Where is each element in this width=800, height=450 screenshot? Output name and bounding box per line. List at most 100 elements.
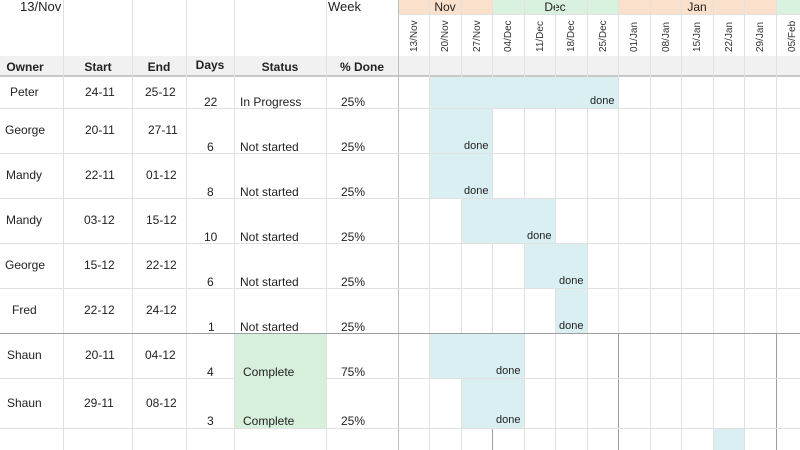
week-header-11[interactable]: 29/Jan: [744, 14, 776, 56]
month-band-jan[interactable]: Jan: [618, 0, 776, 14]
grid-vline: [461, 0, 462, 450]
row-1-end[interactable]: 25-12: [145, 85, 176, 99]
row-5-owner[interactable]: George: [5, 258, 46, 272]
row-3-done[interactable]: 25%: [341, 185, 366, 199]
row-7-done[interactable]: 75%: [341, 365, 366, 379]
week-header-8[interactable]: 08/Jan: [650, 14, 682, 56]
row-3-end[interactable]: 01-12: [146, 168, 177, 182]
row-4-status[interactable]: Not started: [240, 230, 299, 244]
row-2-end[interactable]: 27-11: [148, 123, 178, 137]
row-4-done[interactable]: 25%: [341, 230, 366, 244]
gantt-bar-row-3[interactable]: [430, 154, 492, 198]
row-5-status[interactable]: Not started: [240, 275, 299, 289]
col-header-done[interactable]: % Done: [339, 60, 384, 74]
week-header-2[interactable]: 27/Nov: [461, 14, 493, 56]
row-5-start[interactable]: 15-12: [84, 258, 115, 272]
col-header-end[interactable]: End: [147, 60, 171, 74]
row-6-end[interactable]: 24-12: [146, 303, 177, 317]
week-header-9[interactable]: 15/Jan: [681, 14, 713, 56]
week-label[interactable]: Week: [328, 0, 361, 14]
week-header-3[interactable]: 04/Dec: [492, 14, 524, 56]
row-8-done[interactable]: 25%: [341, 414, 366, 428]
row-8-owner[interactable]: Shaun: [7, 396, 42, 410]
grid-hline: [0, 243, 800, 244]
row-4-start[interactable]: 03-12: [84, 213, 115, 227]
row-7-status[interactable]: Complete: [243, 365, 295, 379]
grid-hline: [0, 153, 800, 154]
gantt-bar-row-7[interactable]: [430, 334, 524, 378]
row-8-days[interactable]: 3: [207, 414, 214, 428]
week-header-6[interactable]: 25/Dec: [587, 14, 619, 56]
row-1-done[interactable]: 25%: [341, 95, 366, 109]
row-1-owner[interactable]: Peter: [10, 85, 39, 99]
row-7-owner[interactable]: Shaun: [7, 348, 42, 362]
row-7-end[interactable]: 04-12: [145, 348, 176, 362]
col-header-days[interactable]: Days: [195, 58, 225, 72]
gantt-bar-row-6[interactable]: [556, 289, 587, 333]
week-label-9: 15/Jan: [692, 21, 703, 52]
week-header-1[interactable]: 20/Nov: [429, 14, 461, 56]
row-2-days[interactable]: 6: [207, 140, 214, 154]
grid-vline: [744, 0, 745, 450]
row-1-start[interactable]: 24-11: [85, 85, 115, 99]
week-header-10[interactable]: 22/Jan: [713, 14, 745, 56]
month-band-nov[interactable]: Nov: [398, 0, 492, 14]
col-header-owner[interactable]: Owner: [6, 60, 44, 74]
row-5-done[interactable]: 25%: [341, 275, 366, 289]
col-header-status[interactable]: Status: [261, 60, 299, 74]
week-label-8: 08/Jan: [661, 21, 672, 52]
week-header-5[interactable]: 18/Dec: [555, 14, 587, 56]
gantt-bar-row-1[interactable]: [430, 77, 618, 108]
week-label-4: 11/Dec: [535, 21, 546, 52]
row-2-start[interactable]: 20-11: [85, 123, 115, 137]
header-row-band: [0, 56, 800, 76]
top-left-date[interactable]: 13/Nov: [20, 0, 62, 14]
row-6-days[interactable]: 1: [208, 320, 215, 334]
row-8-start[interactable]: 29-11: [84, 396, 114, 410]
row-7-start[interactable]: 20-11: [85, 348, 115, 362]
week-header-12[interactable]: 05/Feb: [776, 14, 800, 56]
row-2-status[interactable]: Not started: [240, 140, 299, 154]
week-header-4[interactable]: 11/Dec: [524, 14, 556, 56]
row-6-owner[interactable]: Fred: [12, 303, 37, 317]
row-5-end[interactable]: 22-12: [146, 258, 177, 272]
month-band-feb[interactable]: [776, 0, 800, 14]
row-3-days[interactable]: 8: [207, 185, 214, 199]
gantt-bar-row-5[interactable]: [525, 244, 587, 288]
week-label-11: 29/Jan: [755, 21, 766, 52]
grid-hline: [0, 288, 800, 289]
row-6-start[interactable]: 22-12: [84, 303, 115, 317]
row-1-status[interactable]: In Progress: [240, 95, 302, 109]
row-3-start[interactable]: 22-11: [85, 168, 115, 182]
week-label-10: 22/Jan: [724, 21, 735, 52]
gantt-bar-row-2[interactable]: [430, 109, 492, 153]
gantt-bar-row-9[interactable]: [714, 429, 744, 450]
row-3-owner[interactable]: Mandy: [6, 168, 43, 182]
grid-hline: [0, 428, 800, 429]
row-5-days[interactable]: 6: [207, 275, 214, 289]
row-4-end[interactable]: 15-12: [146, 213, 177, 227]
row-6-done[interactable]: 25%: [341, 320, 366, 334]
row-2-done[interactable]: 25%: [341, 140, 366, 154]
row-2-owner[interactable]: George: [5, 123, 46, 137]
week-header-0[interactable]: 13/Nov: [398, 14, 430, 56]
gantt-bar-row-4[interactable]: [462, 199, 555, 243]
week-header-7[interactable]: 01/Jan: [618, 14, 650, 56]
grid-vline: [429, 0, 430, 450]
grid-vline: [555, 0, 556, 450]
row-1-days[interactable]: 22: [204, 95, 218, 109]
row-7-days[interactable]: 4: [207, 365, 214, 379]
week-label-12: 05/Feb: [787, 20, 798, 52]
row-3-status[interactable]: Not started: [240, 185, 299, 199]
row-6-status[interactable]: Not started: [240, 320, 299, 334]
row-4-owner[interactable]: Mandy: [6, 213, 43, 227]
col-header-start[interactable]: Start: [84, 60, 112, 74]
gantt-bar-row-8[interactable]: [462, 379, 524, 428]
row-4-days[interactable]: 10: [204, 230, 218, 244]
header-divider: [0, 75, 800, 77]
row-8-done-label: done: [496, 414, 521, 426]
row-8-end[interactable]: 08-12: [146, 396, 177, 410]
row-8-status[interactable]: Complete: [243, 414, 295, 428]
row-4-done-label: done: [527, 230, 552, 242]
